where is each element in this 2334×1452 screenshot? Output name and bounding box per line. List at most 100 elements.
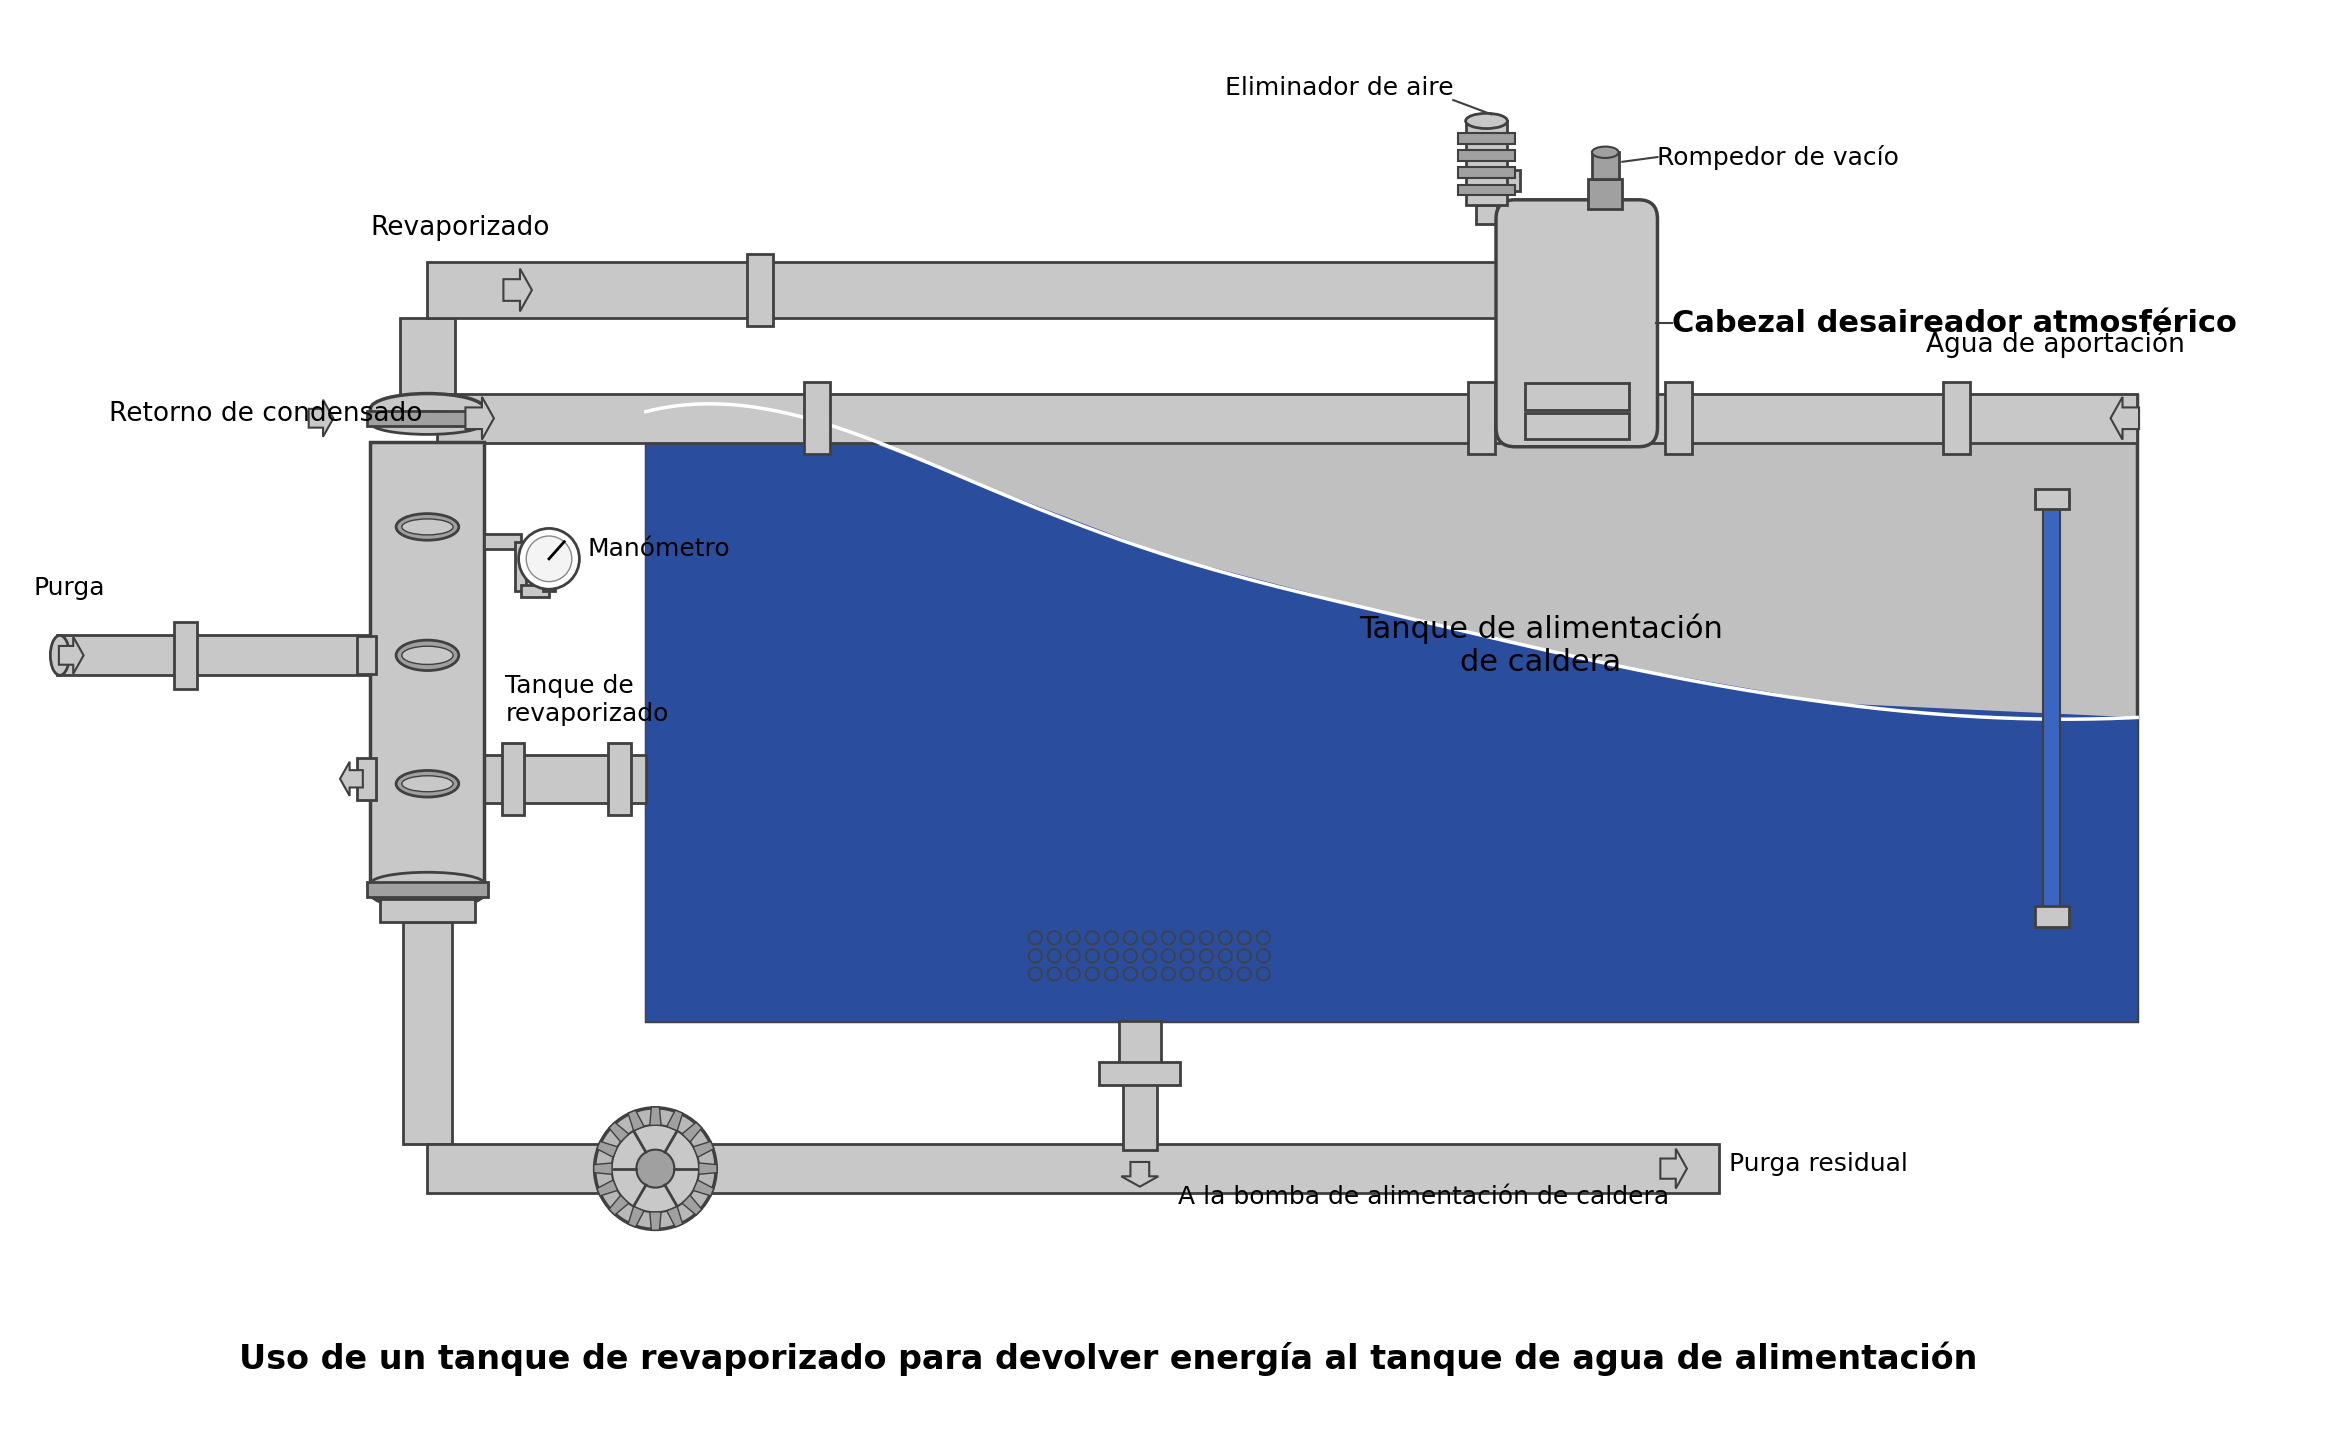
Bar	[607, 743, 630, 815]
Bar	[357, 758, 376, 800]
Polygon shape	[598, 1180, 619, 1196]
Bar	[1459, 167, 1515, 179]
Ellipse shape	[371, 873, 485, 894]
Text: Tanque de alimentación
de caldera: Tanque de alimentación de caldera	[1358, 613, 1722, 677]
Polygon shape	[593, 1163, 612, 1175]
Bar	[544, 559, 555, 591]
Bar	[56, 636, 371, 675]
Bar	[1123, 1085, 1158, 1150]
Circle shape	[612, 1125, 700, 1212]
Text: Rompedor de vacío: Rompedor de vacío	[1657, 145, 1900, 170]
Ellipse shape	[1592, 147, 1617, 158]
Polygon shape	[628, 1207, 644, 1227]
Bar	[404, 922, 453, 1144]
Polygon shape	[698, 1163, 717, 1175]
Bar	[366, 411, 488, 425]
Bar	[516, 542, 525, 591]
Bar	[371, 441, 485, 889]
Polygon shape	[2110, 396, 2138, 440]
Ellipse shape	[401, 518, 453, 534]
Bar	[485, 755, 647, 803]
Bar	[1459, 184, 1515, 195]
Ellipse shape	[401, 646, 453, 665]
Bar	[1099, 1063, 1181, 1085]
Bar	[436, 393, 1510, 443]
Bar	[647, 395, 2138, 1021]
Polygon shape	[693, 1180, 714, 1196]
Bar	[520, 585, 548, 597]
Bar	[1550, 395, 1603, 428]
Circle shape	[637, 1150, 675, 1188]
Polygon shape	[1120, 1162, 1158, 1186]
Polygon shape	[609, 1195, 628, 1215]
Text: Manómetro: Manómetro	[588, 537, 731, 562]
Polygon shape	[682, 1122, 703, 1143]
Bar	[803, 382, 831, 454]
Ellipse shape	[397, 640, 460, 671]
Text: Tanque de
revaporizado: Tanque de revaporizado	[506, 674, 670, 726]
Bar	[747, 254, 773, 327]
Polygon shape	[693, 1141, 714, 1157]
Bar	[2035, 906, 2068, 928]
Ellipse shape	[397, 771, 460, 797]
Polygon shape	[1659, 1149, 1687, 1189]
Ellipse shape	[371, 411, 485, 434]
Bar	[1944, 382, 1970, 454]
Polygon shape	[609, 1122, 628, 1143]
FancyBboxPatch shape	[1496, 200, 1657, 447]
Polygon shape	[464, 396, 495, 440]
Ellipse shape	[1466, 113, 1508, 129]
Bar	[1594, 209, 1615, 224]
Text: Purga: Purga	[33, 576, 105, 600]
Bar	[485, 534, 520, 549]
Text: Agua de aportación: Agua de aportación	[1926, 330, 2185, 359]
Ellipse shape	[371, 878, 485, 909]
Bar	[1592, 152, 1617, 179]
Polygon shape	[504, 269, 532, 311]
Polygon shape	[649, 1212, 661, 1230]
Text: Uso de un tanque de revaporizado para devolver energía al tanque de agua de alim: Uso de un tanque de revaporizado para de…	[240, 1342, 1977, 1376]
Bar	[1468, 382, 1496, 454]
Polygon shape	[628, 1111, 644, 1131]
Text: Revaporizado: Revaporizado	[371, 215, 551, 241]
Bar	[2042, 499, 2061, 916]
Ellipse shape	[51, 636, 70, 675]
Bar	[427, 263, 1578, 318]
Text: Eliminador de aire: Eliminador de aire	[1225, 76, 1454, 100]
Text: Retorno de condensado: Retorno de condensado	[110, 401, 422, 427]
Bar	[1475, 205, 1496, 224]
Bar	[1664, 382, 1692, 454]
Circle shape	[525, 536, 572, 582]
Bar	[1466, 121, 1508, 205]
Polygon shape	[308, 399, 334, 437]
Polygon shape	[598, 1141, 619, 1157]
Polygon shape	[682, 1195, 703, 1215]
Bar	[427, 1144, 1720, 1194]
Bar	[1587, 179, 1622, 209]
Bar	[357, 636, 376, 674]
Bar	[2035, 488, 2068, 510]
Polygon shape	[58, 637, 84, 674]
Bar	[366, 881, 488, 897]
Polygon shape	[341, 762, 362, 796]
Polygon shape	[647, 411, 2138, 1021]
Polygon shape	[668, 1207, 682, 1227]
Ellipse shape	[397, 514, 460, 540]
Bar	[399, 318, 455, 409]
Bar	[380, 899, 474, 922]
Bar	[1524, 383, 1629, 409]
Circle shape	[518, 529, 579, 590]
Bar	[173, 621, 196, 688]
Bar	[1643, 393, 2138, 443]
Text: A la bomba de alimentación de caldera: A la bomba de alimentación de caldera	[1179, 1185, 1669, 1210]
Polygon shape	[649, 1106, 661, 1125]
Text: Purga residual: Purga residual	[1729, 1151, 1907, 1176]
Bar	[1459, 151, 1515, 161]
Circle shape	[595, 1108, 717, 1230]
Bar	[1459, 134, 1515, 144]
Ellipse shape	[371, 393, 485, 424]
Bar	[1487, 170, 1519, 192]
Polygon shape	[668, 1111, 682, 1131]
Bar	[502, 743, 525, 815]
Text: Cabezal desaireador atmosférico: Cabezal desaireador atmosférico	[1671, 309, 2236, 338]
